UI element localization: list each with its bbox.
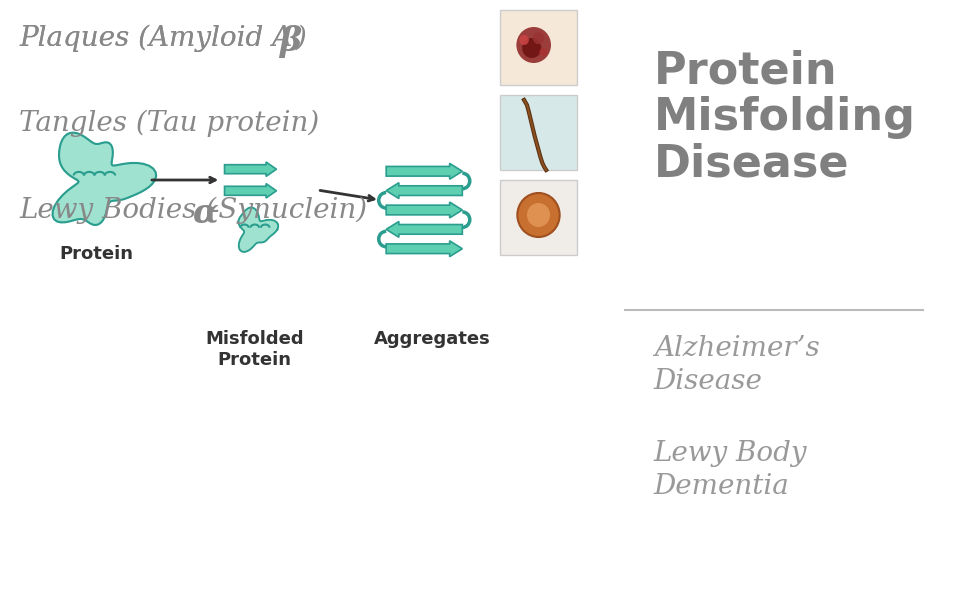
FancyArrow shape	[386, 163, 462, 179]
Text: Alzheimer’s
Disease: Alzheimer’s Disease	[653, 335, 819, 395]
Circle shape	[518, 35, 528, 45]
Circle shape	[516, 27, 550, 63]
Circle shape	[516, 193, 559, 237]
Text: Protein: Protein	[59, 245, 133, 263]
Text: Misfolded
Protein: Misfolded Protein	[205, 330, 304, 369]
Circle shape	[532, 32, 544, 44]
FancyArrow shape	[386, 202, 462, 218]
FancyArrow shape	[224, 184, 276, 198]
Bar	[499, 10, 577, 85]
Text: β: β	[278, 26, 300, 59]
FancyArrow shape	[386, 241, 462, 257]
Bar	[499, 180, 577, 255]
Text: Lewy Body
Dementia: Lewy Body Dementia	[653, 440, 806, 500]
FancyArrow shape	[386, 221, 462, 237]
Circle shape	[526, 203, 549, 227]
Bar	[499, 95, 577, 170]
Text: Plaques (Amyloid A: Plaques (Amyloid A	[19, 24, 292, 52]
FancyArrow shape	[386, 183, 462, 199]
FancyArrow shape	[224, 162, 276, 176]
Text: ): )	[295, 24, 306, 51]
Text: Aggregates: Aggregates	[374, 330, 490, 348]
Circle shape	[539, 48, 547, 56]
Text: Plaques (Amyloid A: Plaques (Amyloid A	[19, 24, 292, 52]
Text: -Synuclein): -Synuclein)	[209, 196, 367, 224]
Text: Lewy Bodies (: Lewy Bodies (	[19, 196, 216, 224]
Circle shape	[521, 38, 541, 58]
Polygon shape	[52, 132, 156, 225]
Text: Tangles (Tau protein): Tangles (Tau protein)	[19, 109, 319, 137]
Text: α: α	[192, 196, 218, 229]
Polygon shape	[238, 207, 278, 252]
Text: Protein
Misfolding
Disease: Protein Misfolding Disease	[653, 50, 915, 186]
Text: Plaques (Amyloid A: Plaques (Amyloid A	[19, 24, 292, 52]
